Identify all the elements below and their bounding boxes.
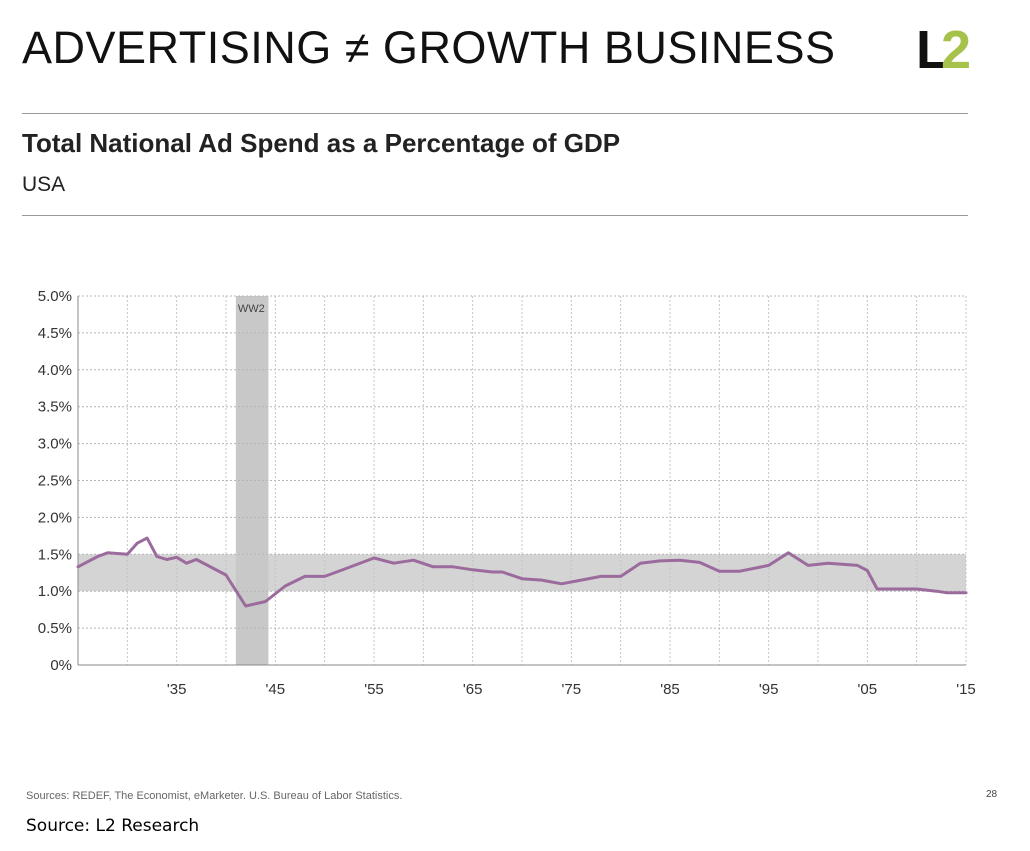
x-tick-label: '15: [956, 681, 976, 698]
logo-text: L2: [916, 20, 971, 74]
ww2-label: WW2: [238, 303, 265, 315]
x-tick-label: '75: [562, 681, 582, 698]
slide-title: ADVERTISING ≠ GROWTH BUSINESS: [22, 22, 836, 73]
y-tick-label: 4.5%: [38, 325, 72, 342]
series-layer: [76, 536, 968, 608]
axes-layer: [77, 296, 966, 666]
x-tick-label: '95: [759, 681, 779, 698]
y-tick-label: 4.0%: [38, 362, 72, 379]
y-tick-label: 0%: [50, 657, 72, 674]
x-tick-label: '35: [167, 681, 187, 698]
grid-layer: [78, 295, 967, 665]
tick-label-layer: 0% 0.5% 1.0% 1.5% 2.0% 2.5% 3.0% 3.5% 4.0% 4.5% 5.…: [38, 288, 976, 698]
series-line: [76, 536, 968, 608]
title-divider: [22, 215, 968, 216]
x-tick-label: '45: [266, 681, 286, 698]
y-tick-label: 2.5%: [38, 473, 72, 490]
sources-note: Sources: REDEF, The Economist, eMarketer…: [26, 790, 403, 802]
y-tick-label: 3.5%: [38, 399, 72, 416]
chart-title: Total National Ad Spend as a Percentage …: [22, 128, 621, 158]
y-tick-label: 1.5%: [38, 546, 72, 563]
y-tick-label: 1.0%: [38, 583, 72, 600]
source-credit: Source: L2 Research: [26, 816, 200, 836]
l2-logo: L2: [916, 20, 971, 74]
x-tick-label: '65: [463, 681, 483, 698]
x-tick-label: '85: [660, 681, 680, 698]
x-tick-label: '55: [364, 681, 384, 698]
x-tick-label: '05: [858, 681, 878, 698]
y-tick-label: 5.0%: [38, 288, 72, 305]
y-tick-label: 3.0%: [38, 436, 72, 453]
chart-subtitle: USA: [22, 173, 66, 196]
page-number: 28: [986, 789, 998, 800]
header-divider: [22, 113, 968, 114]
y-tick-label: 2.0%: [38, 509, 72, 526]
y-tick-label: 0.5%: [38, 620, 72, 637]
